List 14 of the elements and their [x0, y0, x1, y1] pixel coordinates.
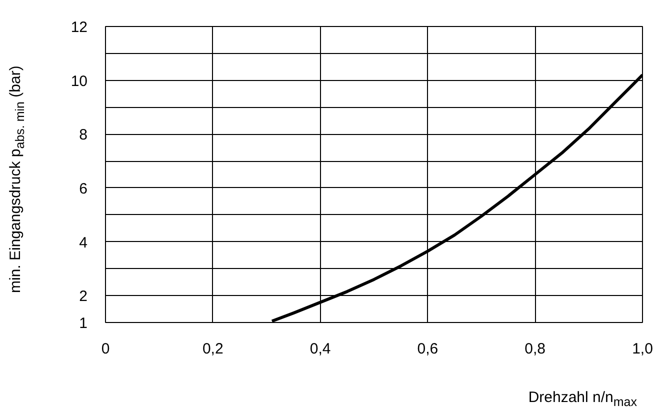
x-tick-label: 0,8 — [524, 340, 546, 358]
x-tick-label: 0,6 — [417, 340, 438, 358]
y-tick-label: 8 — [79, 126, 88, 144]
x-tick-label: 0 — [101, 340, 110, 358]
x-tick-label: 1,0 — [632, 340, 653, 358]
y-tick-label: 2 — [79, 288, 88, 306]
x-tick-label: 0,2 — [202, 340, 224, 358]
x-axis-title: Drehzahl n/n$_{max}$ — [527, 388, 637, 407]
y-tick-label: 10 — [70, 72, 88, 90]
y-tick-label: 6 — [79, 180, 88, 198]
y-tick-label: 12 — [70, 19, 88, 36]
x-tick-label: 0,4 — [310, 340, 331, 358]
y-tick-label: 4 — [79, 234, 88, 252]
y-tick-label: 1 — [79, 315, 88, 332]
